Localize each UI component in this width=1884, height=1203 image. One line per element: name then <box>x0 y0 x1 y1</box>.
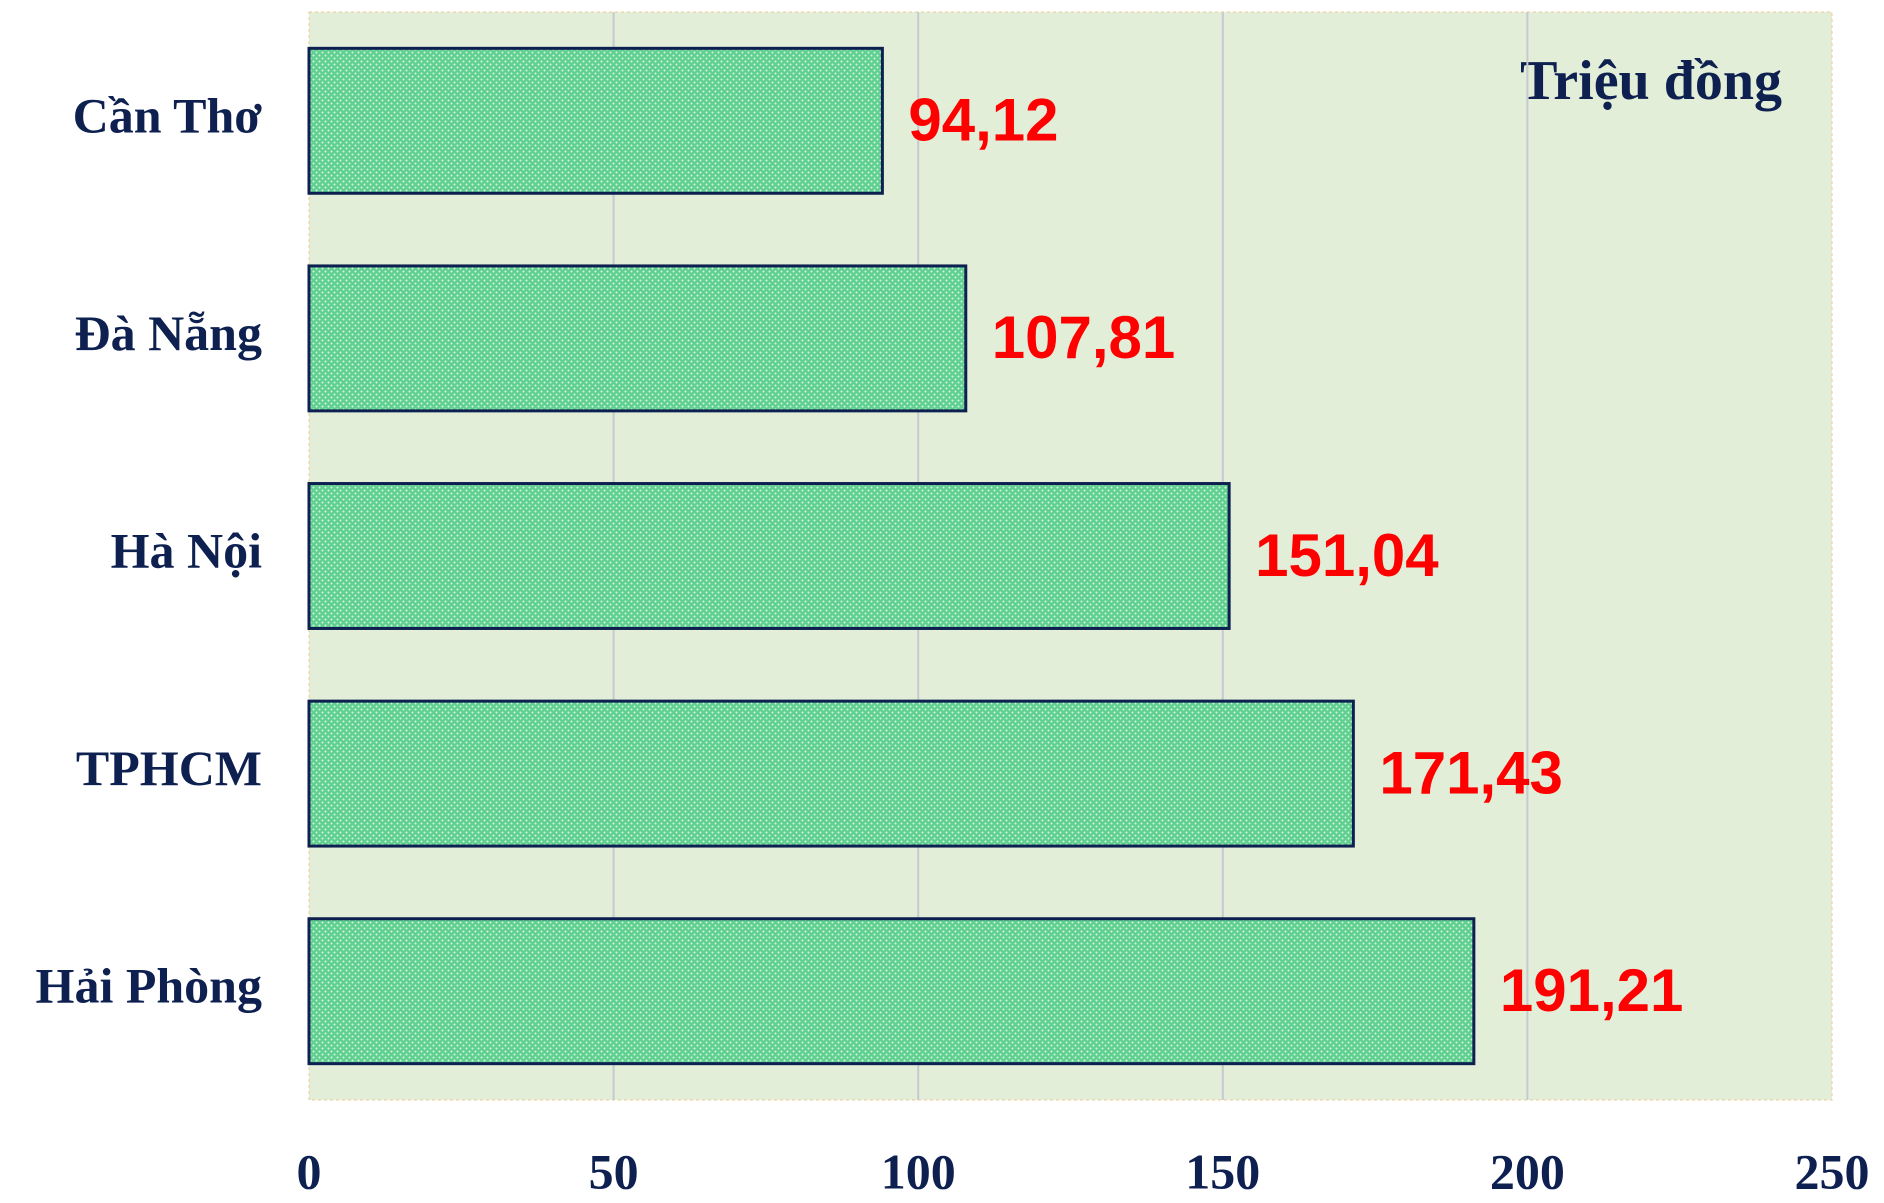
bar <box>307 699 1355 848</box>
value-label: 171,43 <box>1379 739 1563 806</box>
x-tick-label: 0 <box>297 1143 322 1199</box>
unit-annotation: Triệu đồng <box>1520 50 1782 112</box>
value-label: 191,21 <box>1500 957 1684 1024</box>
y-tick-label: Đà Nẵng <box>74 305 262 361</box>
bar <box>307 46 884 195</box>
value-label: 151,04 <box>1255 522 1439 589</box>
bar <box>307 482 1231 630</box>
y-tick-label: Hà Nội <box>111 522 263 578</box>
y-tick-label: TPHCM <box>76 740 262 796</box>
bar <box>307 917 1476 1066</box>
value-label: 107,81 <box>992 304 1176 371</box>
y-tick-label: Hải Phòng <box>36 958 262 1014</box>
x-tick-label: 50 <box>589 1143 639 1199</box>
value-label: 94,12 <box>908 87 1058 154</box>
x-tick-label: 150 <box>1185 1143 1260 1199</box>
bar <box>307 264 968 413</box>
x-tick-label: 250 <box>1795 1143 1870 1199</box>
x-tick-label: 100 <box>881 1143 956 1199</box>
y-tick-label: Cần Thơ <box>73 87 263 143</box>
x-tick-label: 200 <box>1490 1143 1565 1199</box>
